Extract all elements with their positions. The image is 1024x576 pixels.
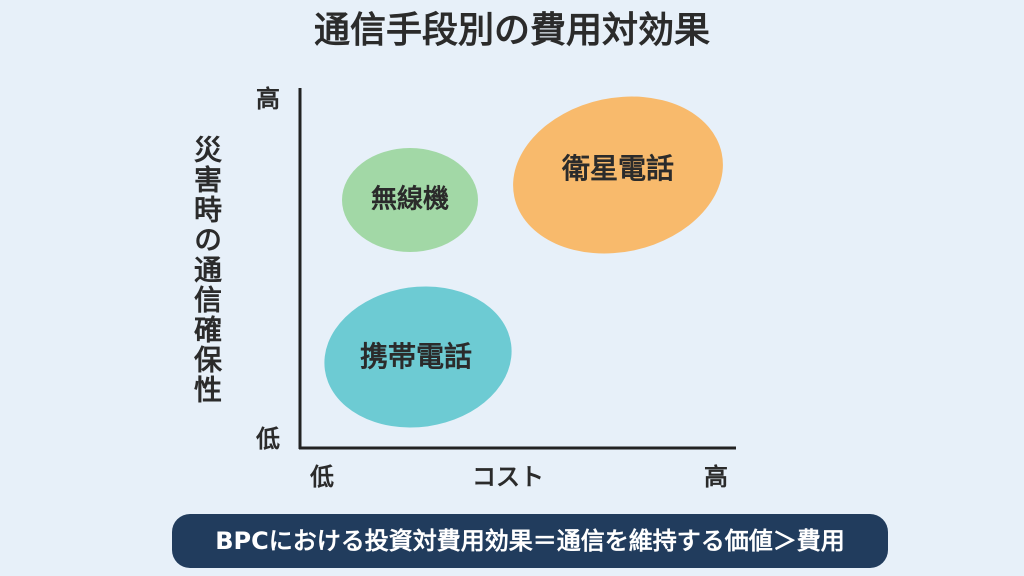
- footer-text: BPCにおける投資対費用効果＝通信を維持する価値＞費用: [215, 527, 845, 555]
- title: 通信手段別の費用対効果: [314, 10, 710, 51]
- node-label: 無線機: [371, 184, 449, 215]
- node-shape: [324, 286, 512, 428]
- y-axis-label: 災害時の通信確保性: [190, 135, 223, 405]
- y-axis-low: 低: [255, 425, 280, 453]
- node-label: 携帯電話: [360, 340, 472, 373]
- node-shape: [342, 148, 478, 252]
- node-label: 衛星電話: [561, 152, 674, 185]
- y-axis-high: 高: [256, 85, 280, 113]
- x-axis-label: コスト: [472, 463, 544, 491]
- x-axis-high: 高: [704, 463, 728, 491]
- x-axis-low: 低: [309, 463, 334, 491]
- footer-banner: [172, 514, 888, 568]
- node-shape: [513, 96, 723, 254]
